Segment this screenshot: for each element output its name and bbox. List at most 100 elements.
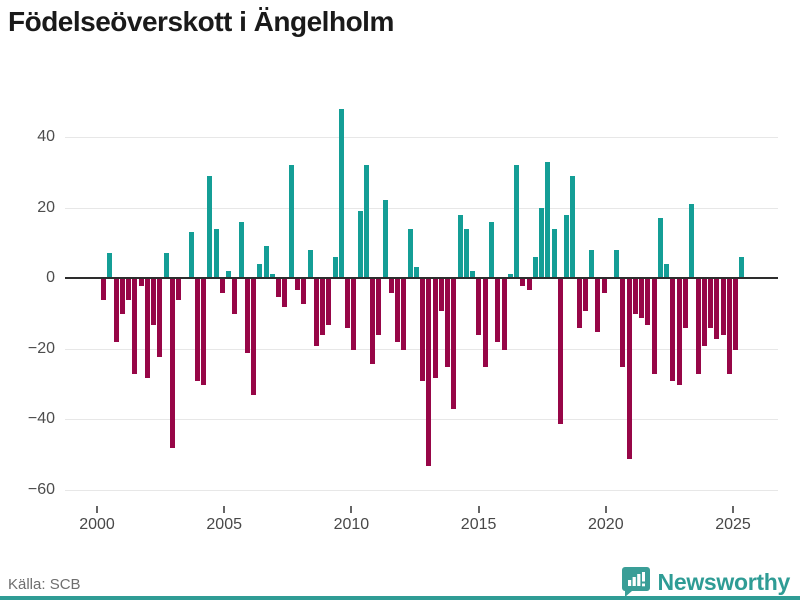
source-label: Källa: SCB xyxy=(8,576,81,593)
bar xyxy=(169,279,175,449)
y-axis-tick-label: 0 xyxy=(46,269,55,286)
gridline xyxy=(65,207,778,209)
bar xyxy=(320,279,326,336)
bar xyxy=(595,279,601,332)
bar xyxy=(326,279,332,325)
bar xyxy=(457,214,463,278)
bar xyxy=(438,279,444,311)
bar xyxy=(676,279,682,385)
bar xyxy=(376,279,382,336)
bar xyxy=(363,165,369,278)
bar xyxy=(701,279,707,346)
bar xyxy=(420,279,426,382)
y-axis-tick-label: 40 xyxy=(37,128,55,145)
newsworthy-icon xyxy=(621,566,651,598)
x-axis-tick xyxy=(350,506,353,513)
bar xyxy=(632,279,638,315)
bar xyxy=(244,279,250,354)
bar xyxy=(307,249,313,278)
bar xyxy=(176,279,182,301)
x-axis-tick xyxy=(223,506,226,513)
bar xyxy=(708,279,714,329)
bar xyxy=(739,256,745,278)
bar xyxy=(101,279,106,301)
bar xyxy=(551,228,557,278)
bar xyxy=(582,279,588,311)
y-axis-tick-label: −60 xyxy=(27,480,55,498)
x-axis-tick-label: 2000 xyxy=(79,516,115,533)
bar xyxy=(539,207,545,278)
bar xyxy=(645,279,651,325)
bar xyxy=(670,279,676,382)
bar xyxy=(382,200,388,278)
bar xyxy=(395,279,401,343)
bar xyxy=(257,263,263,278)
bar xyxy=(501,279,507,350)
bar xyxy=(557,279,563,424)
bar xyxy=(570,175,576,278)
bar xyxy=(514,165,520,278)
bar xyxy=(463,228,469,278)
bar xyxy=(138,279,144,287)
bar xyxy=(357,211,363,278)
bar xyxy=(726,279,732,375)
bar xyxy=(338,108,344,278)
bar xyxy=(188,232,194,278)
bar xyxy=(426,279,432,466)
bar xyxy=(601,279,607,294)
bar xyxy=(445,279,451,368)
bar xyxy=(657,218,663,278)
x-axis-tick xyxy=(477,506,480,513)
bar xyxy=(695,279,701,375)
plot-area: 40 20 0 −20 −40 −60 2000 2005 2010 2015 2020 2025 xyxy=(27,108,778,533)
bar xyxy=(476,279,482,336)
bar xyxy=(132,279,138,375)
bar xyxy=(345,279,351,329)
bar xyxy=(301,279,307,304)
bar xyxy=(157,279,163,357)
bar xyxy=(413,267,419,278)
bar xyxy=(714,279,720,339)
bar xyxy=(126,279,132,301)
bar xyxy=(526,279,532,290)
bar xyxy=(626,279,632,459)
bar xyxy=(576,279,582,329)
bar xyxy=(482,279,488,368)
bar xyxy=(263,246,269,278)
bar xyxy=(288,165,294,278)
bar xyxy=(589,249,595,278)
bar xyxy=(495,279,501,343)
bar xyxy=(213,228,219,278)
x-axis-tick-label: 2025 xyxy=(715,516,751,533)
bar xyxy=(282,279,288,308)
gridline xyxy=(65,137,778,138)
brand-strip xyxy=(0,596,800,600)
bar xyxy=(163,253,169,278)
bar xyxy=(614,249,620,278)
bar xyxy=(401,279,407,350)
x-axis-tick-label: 2015 xyxy=(460,516,497,533)
bar xyxy=(451,279,457,410)
bar xyxy=(276,279,282,297)
bar xyxy=(107,253,113,278)
bar xyxy=(432,279,438,378)
chart-title: Födelseöverskott i Ängelholm xyxy=(8,6,394,37)
newsworthy-wordmark: Newsworthy xyxy=(657,568,791,595)
bar xyxy=(639,279,645,318)
bar xyxy=(532,256,538,278)
bar xyxy=(207,175,213,278)
bar xyxy=(194,279,200,382)
zero-axis-line xyxy=(65,277,778,279)
bar xyxy=(664,263,670,278)
bar xyxy=(370,279,376,364)
y-axis-tick-label: 20 xyxy=(37,198,55,216)
x-axis-tick-label: 2005 xyxy=(206,516,242,533)
bar xyxy=(564,214,570,278)
bar xyxy=(113,279,119,343)
bar xyxy=(388,279,394,294)
bar xyxy=(351,279,357,350)
x-axis-tick xyxy=(604,506,607,513)
bar xyxy=(545,161,551,278)
bar xyxy=(507,274,513,278)
y-axis-tick-label: −40 xyxy=(27,410,55,427)
